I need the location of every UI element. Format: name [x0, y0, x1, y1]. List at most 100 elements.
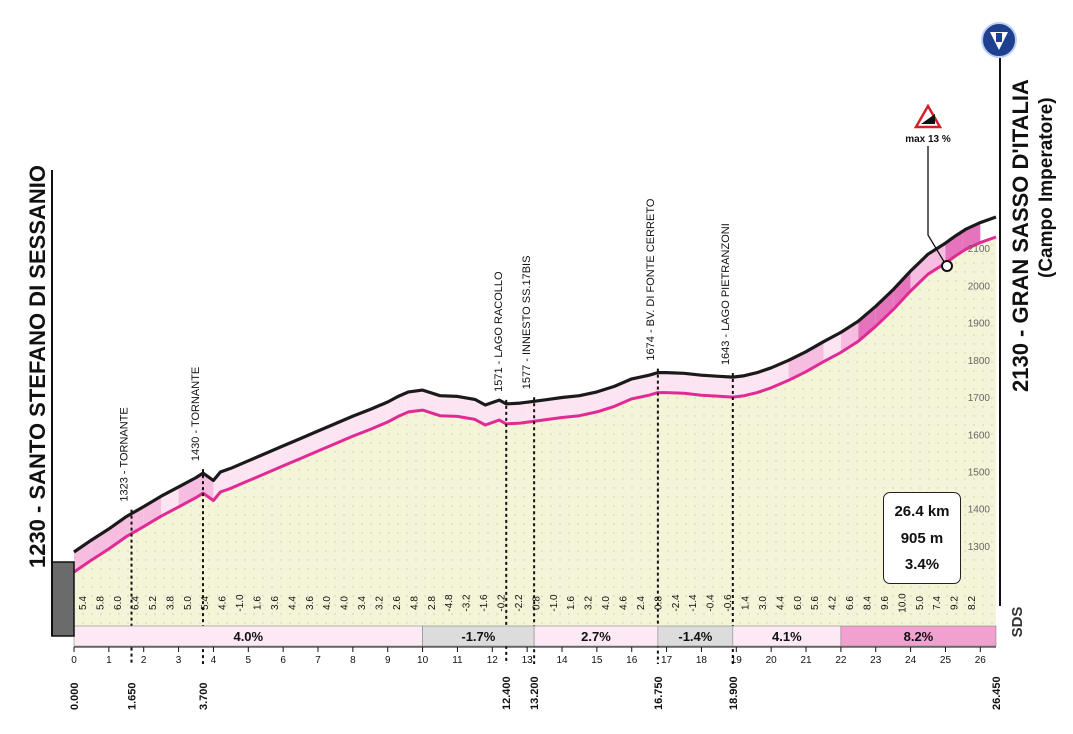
gradient-band-segment — [457, 396, 475, 420]
gradient-band-segment — [509, 402, 528, 424]
finish-badge-icon — [981, 22, 1017, 58]
elevation-tick-label: 1600 — [968, 430, 991, 441]
gradient-band-segment — [858, 306, 876, 342]
segment-gradient-label: 9.6 — [880, 596, 891, 610]
segment-gradient-label: 6.0 — [113, 596, 124, 610]
segment-gradient-label: -1.0 — [235, 594, 246, 612]
segment-gradient-label: -1.4 — [688, 594, 699, 612]
segment-gradient-label: 6.0 — [793, 596, 804, 610]
gradient-band-segment — [806, 341, 824, 372]
km-marker-label: 0.000 — [69, 682, 81, 710]
segment-gradient-label: -0.2 — [497, 594, 508, 612]
gradient-band-segment — [840, 321, 859, 353]
max-gradient-point — [941, 260, 953, 272]
gradient-band-segment — [893, 271, 911, 310]
km-tick-label: 1 — [106, 655, 112, 666]
km-tick-label: 22 — [835, 655, 847, 666]
segment-gradient-label: 4.6 — [218, 596, 229, 610]
segment-gradient-label: -2.2 — [514, 594, 525, 612]
segment-gradient-label: 4.4 — [287, 596, 298, 610]
sector-average-cell — [840, 625, 997, 647]
sector-average-label: -1.7% — [461, 629, 495, 644]
segment-gradient-label: 7.4 — [932, 596, 943, 610]
waypoints: 1323 - TORNANTE 1430 - TORNANTE 1571 - LAG… — [119, 198, 734, 664]
segment-gradient-label: 3.0 — [758, 596, 769, 610]
elevation-tick-label: 2100 — [968, 244, 991, 255]
segment-gradient-label: 2.8 — [427, 596, 438, 610]
km-tick-label: 12 — [487, 655, 499, 666]
profile-outline — [73, 215, 997, 574]
segment-gradient-label: 4.4 — [775, 596, 786, 610]
gradient-band-segment — [544, 397, 562, 420]
km-tick-label: 7 — [315, 655, 321, 666]
segment-gradient-label: 8.2 — [967, 596, 978, 610]
gradient-band-segment — [649, 372, 667, 396]
segment-gradient-label: -0.6 — [723, 594, 734, 612]
gradient-band-segment — [91, 528, 109, 561]
segment-gradient-label: 5.4 — [78, 596, 89, 610]
segment-gradient-label: 0.8 — [531, 596, 542, 610]
km-marker-label: 3.700 — [198, 682, 210, 710]
gradient-band-segment — [440, 395, 458, 417]
waypoint-label: 1430 - TORNANTE — [190, 367, 202, 461]
segment-gradient-label: 1.6 — [253, 596, 264, 610]
km-tick-label: 13 — [522, 655, 534, 666]
segment-gradient-label: 4.6 — [619, 596, 630, 610]
gradient-band-segment — [945, 231, 963, 264]
km-marker-label: 16.750 — [653, 676, 665, 710]
segment-gradient-label: 6.4 — [131, 596, 142, 610]
km-marker-label: 12.400 — [501, 676, 513, 710]
km-tick-label: 21 — [800, 655, 812, 666]
segment-gradient-label: 5.0 — [915, 596, 926, 610]
segment-gradient-label: 5.8 — [96, 596, 107, 610]
max-gradient-warning-icon — [913, 103, 943, 129]
segment-gradient-label: 2.4 — [636, 596, 647, 610]
km-tick-label: 5 — [246, 655, 252, 666]
km-tick-label: 9 — [385, 655, 391, 666]
profile-dot-grid — [74, 237, 996, 626]
gradient-band-segment — [875, 289, 894, 327]
gradient-band-segment — [108, 516, 127, 549]
gradient-band-segment — [527, 399, 545, 423]
gradient-band-segment — [422, 390, 440, 416]
segment-gradient-label: 6.6 — [845, 596, 856, 610]
km-tick-label: 11 — [452, 655, 463, 666]
km-tick-label: 25 — [940, 655, 952, 666]
finish-subname: (Campo Imperatore) — [1036, 97, 1057, 278]
km-tick-label: 8 — [350, 655, 356, 666]
elevation-tick-label: 1700 — [968, 393, 991, 404]
km-tick-label: 4 — [211, 655, 217, 666]
segment-gradient-label: 3.2 — [584, 596, 595, 610]
summary-distance: 26.4 km — [894, 502, 950, 520]
segment-gradient-label: 3.4 — [357, 596, 368, 610]
segment-gradient-label: 3.6 — [270, 596, 281, 610]
gradient-band-segment — [753, 367, 772, 394]
sector-average-label: 4.0% — [233, 629, 263, 644]
km-tick-label: 17 — [661, 655, 673, 666]
sector-averages: 4.0% -1.7% 2.7% -1.4% 4.1% 8.2% — [73, 625, 997, 647]
km-tick-label: 18 — [696, 655, 708, 666]
segment-gradient-label: 5.6 — [810, 596, 821, 610]
elevation-tick-label: 2000 — [968, 281, 991, 292]
summary-avg-gradient: 3.4% — [904, 556, 940, 574]
km-marker-label: 1.650 — [127, 682, 139, 710]
summary-box: 26.4 km 905 m 3.4% — [883, 492, 961, 584]
km-tick-label: 14 — [556, 655, 568, 666]
segment-gradient-label: 3.6 — [305, 596, 316, 610]
start-name: 1230 - SANTO STEFANO DI SESSANIO — [25, 165, 50, 568]
segment-gradient-label: 5.4 — [200, 596, 211, 610]
elevation-tick-label: 1300 — [968, 542, 991, 553]
profile-line-top — [73, 215, 997, 554]
segment-gradient-label: 9.2 — [950, 596, 961, 610]
footer-logo: SDS — [1009, 607, 1026, 638]
waypoint-label: 1323 - TORNANTE — [119, 407, 131, 501]
km-marker-label: 26.450 — [991, 676, 1003, 710]
gradient-band-segment — [74, 540, 92, 572]
segment-gradient-label: 5.0 — [183, 596, 194, 610]
elevation-tick-label: 1400 — [968, 505, 991, 516]
segment-gradient-label: 2.6 — [392, 596, 403, 610]
segment-gradient-label: 1.6 — [566, 596, 577, 610]
segment-gradients: 5.4 5.8 6.0 6.4 5.2 3.8 5.0 5.4 4.6 -1.0 1.6 3.6 4.4… — [78, 593, 978, 613]
max-gradient-leader — [927, 146, 947, 266]
max-gradient-label: max 13 % — [905, 134, 951, 145]
